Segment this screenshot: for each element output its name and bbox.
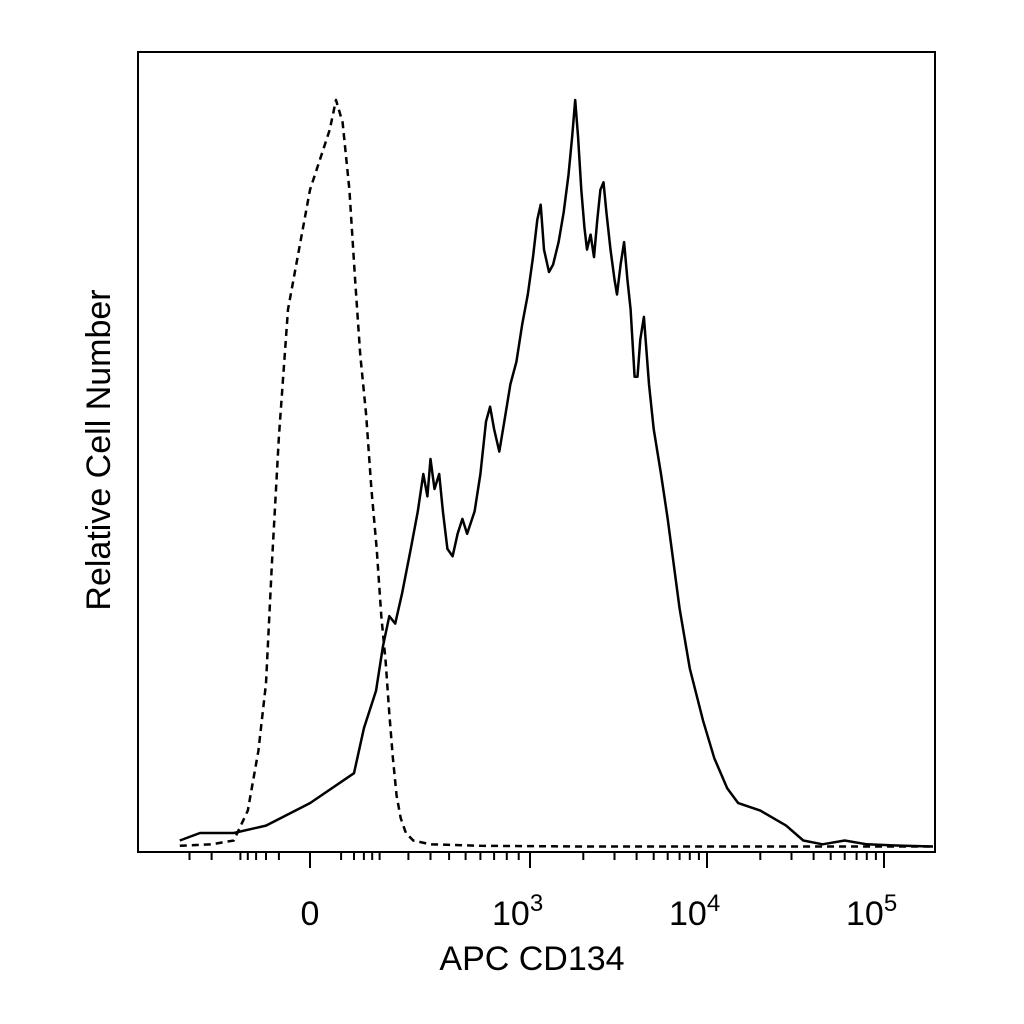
series-layer: [179, 98, 934, 848]
x-axis-label: APC CD134: [439, 940, 624, 978]
x-tick-label: 103: [492, 890, 543, 933]
x-tick-label: 0: [301, 895, 320, 933]
y-axis-label: Relative Cell Number: [80, 289, 118, 610]
stained-histogram-line: [179, 98, 934, 848]
x-axis-tick-labels: 0 103 104 105: [301, 890, 898, 933]
x-axis-ticks: [188, 852, 885, 868]
x-tick-label: 105: [846, 890, 897, 933]
control-histogram-line: [179, 98, 933, 848]
plot-frame: [137, 51, 936, 853]
x-tick-label: 104: [669, 890, 720, 933]
